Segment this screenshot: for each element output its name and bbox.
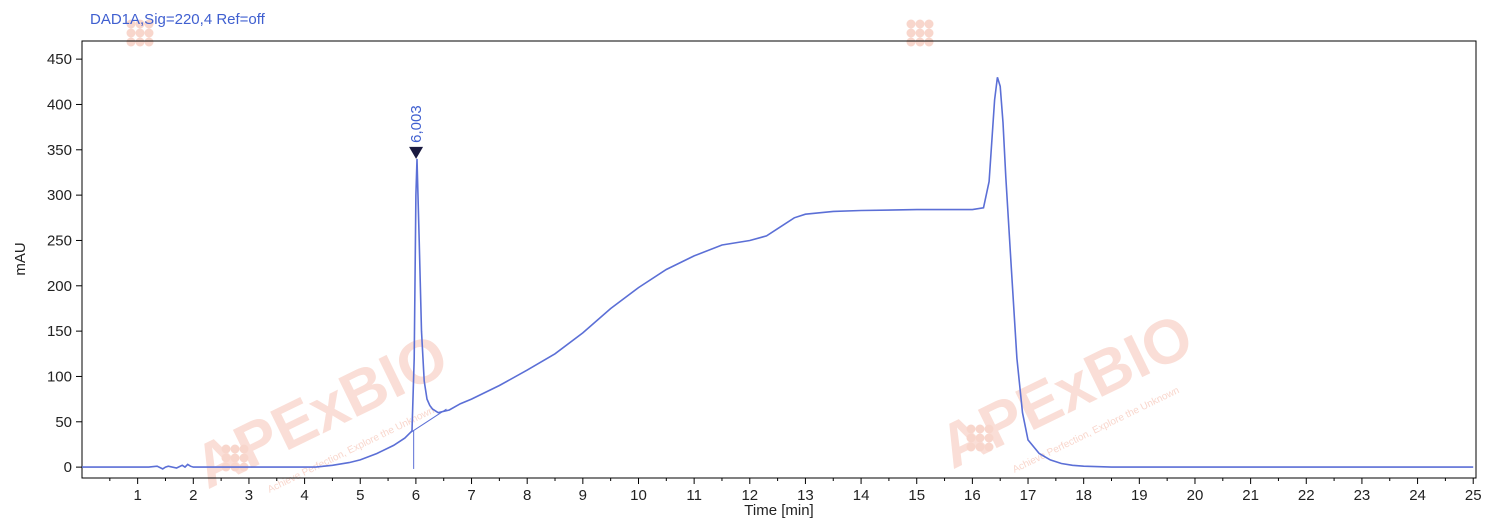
plot-frame <box>81 40 1477 479</box>
chromatogram-trace <box>82 77 1474 470</box>
x-tick-label: 12 <box>741 487 758 504</box>
x-axis: 1 2 3 4 5 6 7 8 9 10 11 12 13 14 15 16 17 18 19 20 21 22 23 24 2… <box>109 478 1482 504</box>
x-tick-label: 10 <box>630 487 647 504</box>
x-tick-label: 3 <box>245 487 253 504</box>
peak-marker <box>409 146 424 159</box>
x-tick-label: 18 <box>1075 487 1092 504</box>
x-tick-label: 20 <box>1187 487 1204 504</box>
x-tick-label: 6 <box>412 487 420 504</box>
x-tick-label: 15 <box>908 487 925 504</box>
x-tick-label: 23 <box>1354 487 1371 504</box>
y-tick-label: 0 <box>64 459 72 476</box>
peak-annotations: 6,003 <box>408 105 447 469</box>
x-tick-label: 14 <box>853 487 870 504</box>
y-tick-label: 150 <box>47 323 72 340</box>
peak-baseline <box>410 408 447 434</box>
x-tick-label: 19 <box>1131 487 1148 504</box>
watermark-logo <box>906 19 934 47</box>
y-axis-title: mAU <box>12 242 29 275</box>
y-tick-label: 50 <box>55 414 72 431</box>
chart-title: DAD1A,Sig=220,4 Ref=off <box>90 11 266 28</box>
x-tick-label: 24 <box>1409 487 1426 504</box>
x-axis-title: Time [min] <box>744 502 813 519</box>
x-tick-label: 17 <box>1020 487 1037 504</box>
x-tick-label: 9 <box>579 487 587 504</box>
x-tick-label: 8 <box>523 487 531 504</box>
y-tick-label: 450 <box>47 51 72 68</box>
x-tick-label: 1 <box>133 487 141 504</box>
x-tick-label: 13 <box>797 487 814 504</box>
x-tick-label: 25 <box>1465 487 1482 504</box>
y-tick-label: 200 <box>47 278 72 295</box>
watermark-logo <box>126 19 154 47</box>
x-tick-label: 5 <box>356 487 364 504</box>
x-tick-label: 11 <box>686 487 702 504</box>
y-tick-label: 300 <box>47 187 72 204</box>
x-tick-label: 16 <box>964 487 981 504</box>
x-tick-label: 4 <box>300 487 308 504</box>
x-tick-label: 2 <box>189 487 197 504</box>
x-tick-label: 22 <box>1298 487 1315 504</box>
peak-retention-label: 6,003 <box>408 105 425 143</box>
y-tick-label: 400 <box>47 96 72 113</box>
y-tick-label: 250 <box>47 232 72 249</box>
y-tick-label: 350 <box>47 142 72 159</box>
x-tick-label: 7 <box>467 487 475 504</box>
y-tick-label: 100 <box>47 368 72 385</box>
x-tick-label: 21 <box>1242 487 1259 504</box>
y-axis: 0 50 100 150 200 250 300 350 400 450 <box>47 51 82 476</box>
